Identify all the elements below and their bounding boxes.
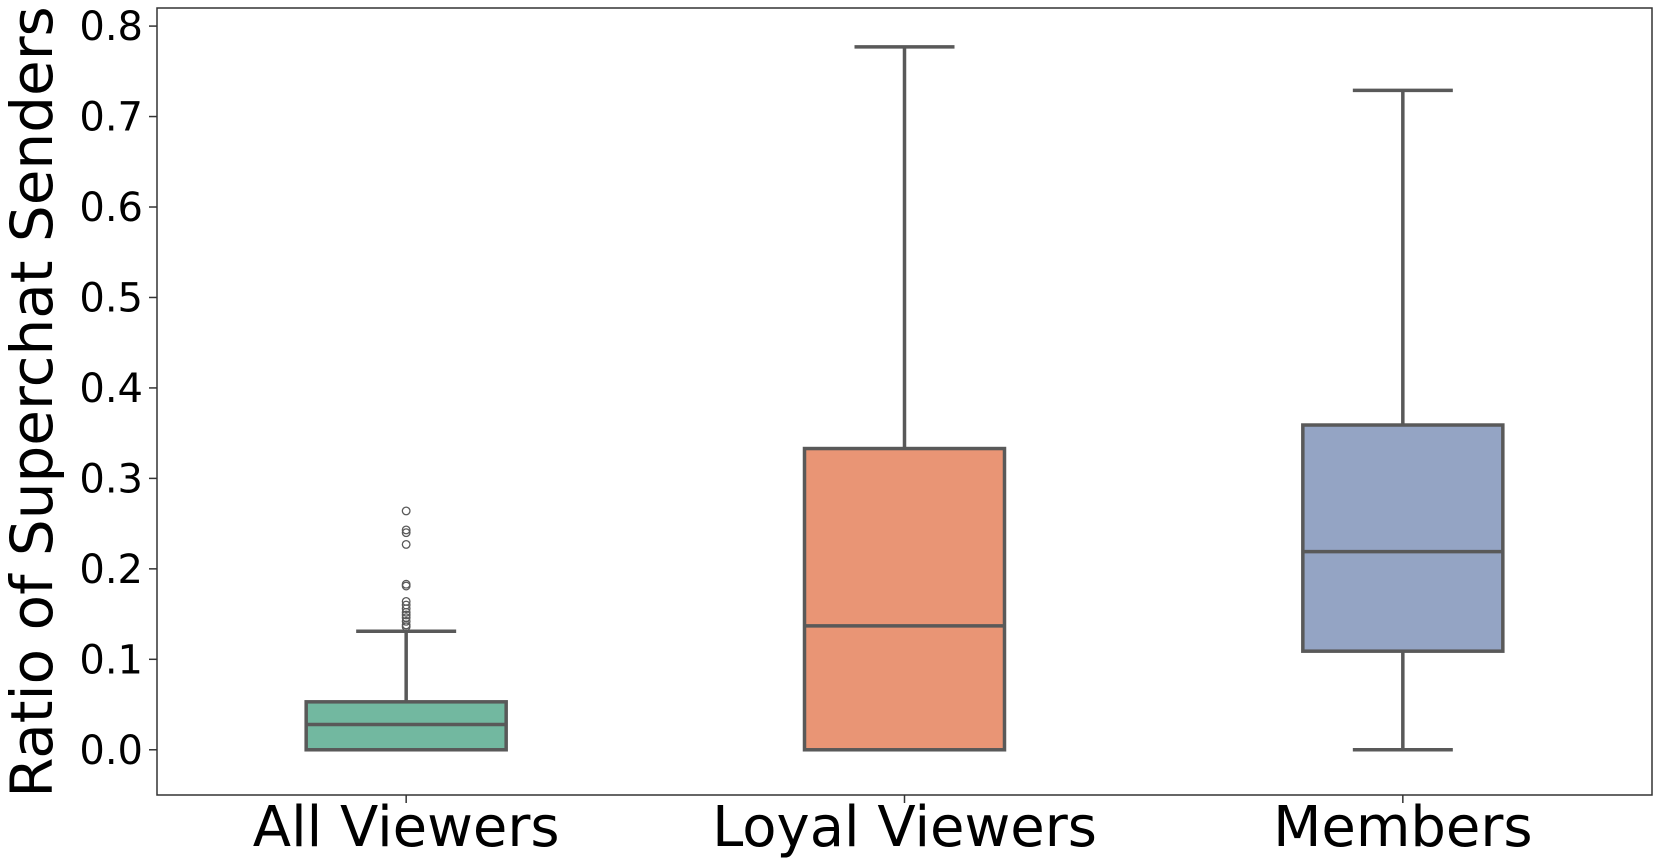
box-series bbox=[304, 45, 1505, 752]
x-tick-label: Loyal Viewers bbox=[712, 795, 1097, 860]
y-tick-label: 0.4 bbox=[79, 366, 143, 412]
outlier-point bbox=[401, 600, 411, 610]
y-tick-label: 0.7 bbox=[79, 95, 143, 141]
outlier-point bbox=[401, 579, 411, 589]
x-tick-label: Members bbox=[1273, 795, 1533, 860]
outlier-point bbox=[401, 616, 411, 626]
outlier-point bbox=[401, 506, 411, 516]
box-group bbox=[304, 506, 508, 752]
y-axis: 0.0 0.1 0.2 0.3 0.4 0.5 0.6 0.7 0.8 bbox=[79, 4, 157, 774]
x-tick-label: All Viewers bbox=[253, 795, 560, 860]
y-tick-label: 0.3 bbox=[79, 456, 143, 502]
y-tick-label: 0.6 bbox=[79, 185, 143, 231]
y-tick-label: 0.5 bbox=[79, 275, 143, 321]
outlier-point bbox=[401, 528, 411, 538]
box-group bbox=[802, 45, 1007, 752]
box bbox=[802, 446, 1007, 752]
outlier-point bbox=[401, 525, 411, 535]
y-tick-label: 0.2 bbox=[79, 547, 143, 593]
box bbox=[1301, 423, 1505, 653]
box-group bbox=[1301, 88, 1505, 752]
outlier-point bbox=[401, 596, 411, 606]
outlier-point bbox=[401, 610, 411, 620]
y-tick-label: 0.1 bbox=[79, 637, 143, 683]
outlier-point bbox=[401, 613, 411, 623]
y-tick-label: 0.0 bbox=[79, 728, 143, 774]
x-axis: All Viewers Loyal Viewers Members bbox=[253, 795, 1533, 860]
outlier-point bbox=[401, 539, 411, 549]
y-tick-label: 0.8 bbox=[79, 4, 143, 50]
y-axis-label: Ratio of Superchat Senders bbox=[0, 6, 66, 798]
